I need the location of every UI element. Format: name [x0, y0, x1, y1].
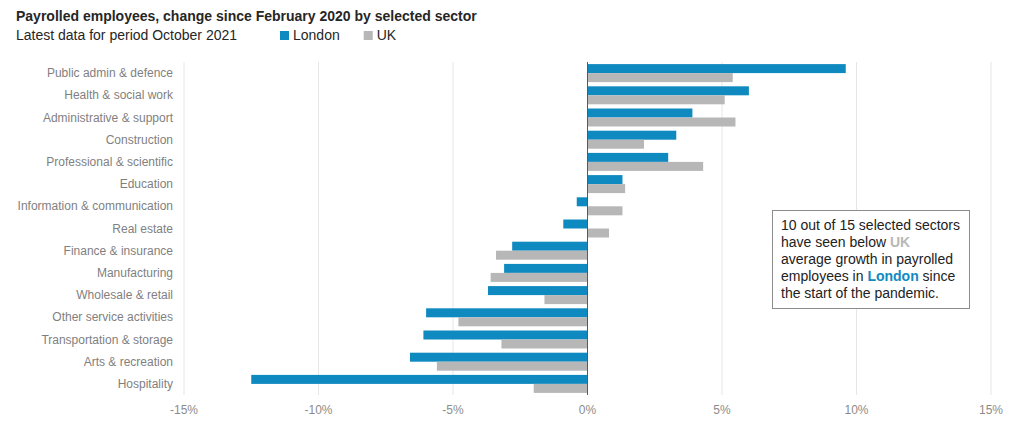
tick-label: -5% — [442, 403, 464, 417]
annotation-text: 10 out of 15 selected sectors have seen … — [781, 217, 960, 250]
bar — [423, 331, 587, 340]
bar — [588, 162, 704, 171]
subtitle: Latest data for period October 2021 — [16, 27, 237, 43]
grid-line — [184, 62, 185, 395]
category-label: Education — [120, 177, 173, 191]
category-label: Construction — [106, 133, 173, 147]
bar — [588, 73, 733, 82]
bar — [588, 175, 623, 184]
category-label: Public admin & defence — [47, 66, 173, 80]
category-label: Hospitality — [118, 377, 173, 391]
annotation-highlight: London — [867, 268, 918, 284]
bars — [251, 64, 845, 393]
bar — [544, 295, 587, 304]
bar — [410, 353, 588, 362]
bar — [588, 229, 610, 238]
tick-label: 0% — [579, 403, 597, 417]
annotation-highlight: UK — [890, 234, 910, 250]
category-label: Finance & insurance — [64, 244, 174, 258]
bar — [426, 308, 587, 317]
grid-line — [722, 62, 723, 395]
legend-swatch — [364, 31, 373, 40]
bar — [501, 340, 587, 349]
tick-label: -15% — [170, 403, 198, 417]
tick-label: 10% — [844, 403, 868, 417]
bar — [512, 242, 587, 251]
bar — [588, 109, 693, 118]
bar — [534, 384, 588, 393]
bar — [504, 264, 587, 273]
category-label: Professional & scientific — [46, 155, 173, 169]
category-label: Transportation & storage — [41, 333, 173, 347]
bar — [488, 286, 588, 295]
bar — [458, 317, 587, 326]
tick-label: -10% — [304, 403, 332, 417]
bar — [588, 118, 736, 127]
bar — [563, 220, 587, 229]
category-label: Manufacturing — [97, 266, 173, 280]
bar — [588, 153, 669, 162]
annotation: 10 out of 15 selected sectors have seen … — [772, 210, 970, 309]
grid-line — [991, 62, 992, 395]
bar — [588, 140, 644, 149]
grid-line — [318, 62, 319, 395]
category-label: Administrative & support — [43, 111, 174, 125]
bar — [588, 206, 623, 215]
category-label: Information & communication — [18, 199, 173, 213]
bar — [251, 375, 587, 384]
bar — [437, 362, 588, 371]
bar — [491, 273, 588, 282]
bar — [577, 197, 588, 206]
title: Payrolled employees, change since Februa… — [16, 8, 477, 24]
category-label: Health & social work — [64, 88, 174, 102]
bar — [588, 64, 846, 73]
bar — [588, 86, 749, 95]
legend-swatch — [280, 31, 289, 40]
bar — [588, 131, 677, 140]
grid-line — [453, 62, 454, 395]
tick-label: 5% — [713, 403, 731, 417]
category-label: Real estate — [112, 222, 173, 236]
bar — [496, 251, 587, 260]
bar — [588, 95, 725, 104]
category-label: Other service activities — [52, 310, 173, 324]
bar — [588, 184, 626, 193]
zero-line — [587, 62, 588, 395]
tick-label: 15% — [979, 403, 1003, 417]
legend-label: London — [293, 27, 340, 43]
category-label: Arts & recreation — [84, 355, 173, 369]
legend-label: UK — [377, 27, 397, 43]
category-label: Wholesale & retail — [76, 288, 173, 302]
